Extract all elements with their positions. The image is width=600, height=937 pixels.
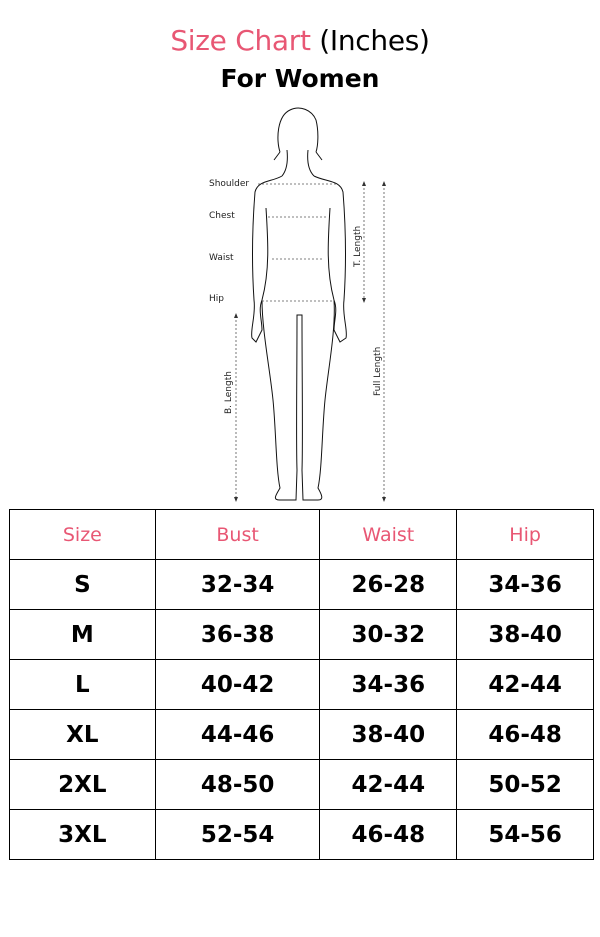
cell-hip: 54-56 bbox=[456, 809, 594, 860]
header-waist: Waist bbox=[319, 509, 458, 560]
cell-hip: 34-36 bbox=[456, 559, 594, 610]
cell-bust: 36-38 bbox=[154, 609, 321, 660]
table-row: 3XL 52-54 46-48 54-56 bbox=[9, 809, 594, 860]
label-shoulder: Shoulder bbox=[209, 179, 249, 189]
cell-size: S bbox=[9, 559, 156, 610]
page-title: Size Chart (Inches) bbox=[0, 24, 600, 57]
label-waist: Waist bbox=[209, 253, 234, 263]
cell-hip: 38-40 bbox=[456, 609, 594, 660]
cell-waist: 46-48 bbox=[319, 809, 458, 860]
size-table: Size Bust Waist Hip S 32-34 26-28 34-36 M 36-… bbox=[9, 509, 594, 860]
title-highlight: Size Chart bbox=[170, 24, 311, 57]
cell-bust: 40-42 bbox=[154, 659, 321, 710]
table-row: XL 44-46 38-40 46-48 bbox=[9, 709, 594, 760]
title-unit: (Inches) bbox=[319, 24, 430, 57]
cell-bust: 32-34 bbox=[154, 559, 321, 610]
label-b-length: B. Length bbox=[224, 371, 234, 414]
cell-hip: 42-44 bbox=[456, 659, 594, 710]
cell-waist: 34-36 bbox=[319, 659, 458, 710]
cell-waist: 42-44 bbox=[319, 759, 458, 810]
cell-bust: 52-54 bbox=[154, 809, 321, 860]
cell-size: 3XL bbox=[9, 809, 156, 860]
body-measurement-figure: Shoulder Chest Waist Hip T. Length Full … bbox=[209, 107, 386, 502]
header-hip: Hip bbox=[456, 509, 594, 560]
cell-waist: 26-28 bbox=[319, 559, 458, 610]
label-chest: Chest bbox=[209, 211, 235, 221]
header-size: Size bbox=[9, 509, 156, 560]
cell-bust: 44-46 bbox=[154, 709, 321, 760]
cell-hip: 50-52 bbox=[456, 759, 594, 810]
table-row: L 40-42 34-36 42-44 bbox=[9, 659, 594, 710]
cell-size: 2XL bbox=[9, 759, 156, 810]
label-full-length: Full Length bbox=[373, 347, 383, 396]
cell-size: XL bbox=[9, 709, 156, 760]
table-header-row: Size Bust Waist Hip bbox=[9, 509, 594, 560]
cell-size: M bbox=[9, 609, 156, 660]
label-hip: Hip bbox=[209, 294, 224, 304]
cell-size: L bbox=[9, 659, 156, 710]
label-t-length: T. Length bbox=[353, 226, 363, 268]
table-row: 2XL 48-50 42-44 50-52 bbox=[9, 759, 594, 810]
page-subtitle: For Women bbox=[220, 64, 380, 93]
cell-waist: 30-32 bbox=[319, 609, 458, 660]
cell-bust: 48-50 bbox=[154, 759, 321, 810]
table-row: S 32-34 26-28 34-36 bbox=[9, 559, 594, 610]
cell-hip: 46-48 bbox=[456, 709, 594, 760]
cell-waist: 38-40 bbox=[319, 709, 458, 760]
table-row: M 36-38 30-32 38-40 bbox=[9, 609, 594, 660]
header-bust: Bust bbox=[154, 509, 321, 560]
